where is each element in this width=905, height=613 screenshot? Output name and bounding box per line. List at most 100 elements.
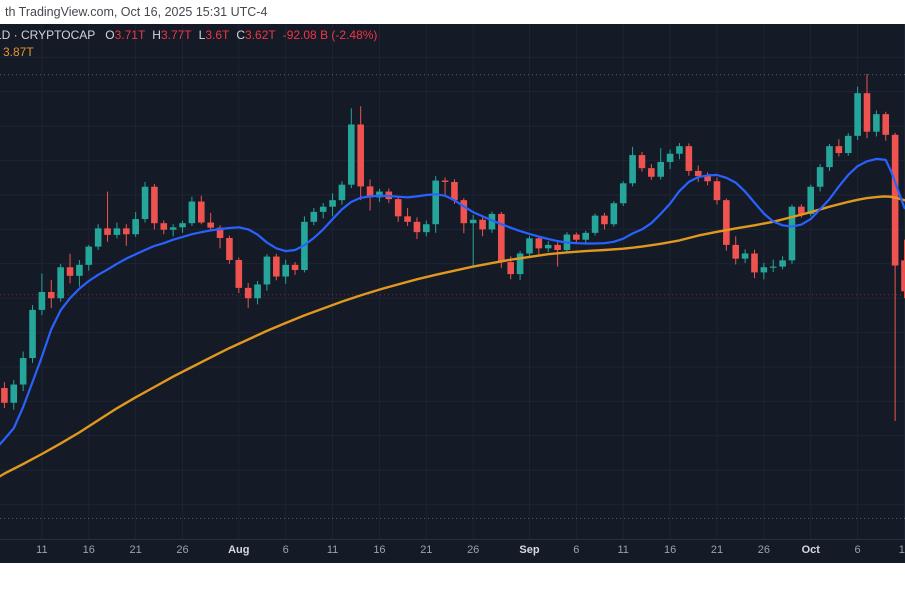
candle-body-sep-9 [601,215,608,225]
candle-body-oct-3 [826,146,833,168]
candle-body-aug-3 [254,284,261,299]
candle-body-jul-13 [57,267,64,299]
candle-body-sep-29 [788,206,796,261]
attribution-text: th TradingView.com, Oct 16, 2025 15:31 U… [5,5,268,19]
candle-body-sep-2 [535,238,543,249]
chart-area[interactable]: 1D · CRYPTOCAP O3.71T H3.77T L3.6T C3.62T -92… [0,24,905,539]
candle-body-sep-26 [760,267,768,273]
candle-body-oct-10 [891,134,899,266]
candle-body-aug-6 [282,264,289,277]
time-tick-16: 16 [373,544,386,556]
candle-body-jul-16 [85,246,93,265]
candle-body-aug-14 [357,124,364,187]
time-tick-sep: Sep [519,544,540,556]
time-tick-11: 11 [326,544,339,556]
footer-blank [0,563,905,613]
candle-body-sep-13 [638,155,646,169]
time-tick-21: 21 [420,544,433,556]
candle-body-jul-31 [226,238,233,261]
candle-body-aug-7 [291,264,299,270]
candle-body-aug-26 [469,219,477,224]
candle-body-sep-23 [732,244,740,259]
candlestick-chart[interactable] [0,24,905,539]
time-tick-26: 26 [467,544,480,556]
candle-body-sep-11 [619,183,627,204]
candle-body-jul-26 [179,223,186,228]
candle-body-aug-27 [479,219,486,230]
time-tick-oct: Oct [801,544,820,556]
candle-body-aug-9 [310,211,318,222]
candle-body-aug-30 [507,262,515,275]
candle-body-jul-10 [29,309,36,359]
candle-body-aug-1 [235,260,243,288]
time-tick-11: 11 [36,544,48,556]
candle-body-jul-14 [66,267,74,276]
time-tick-26: 26 [757,544,770,556]
candle-body-sep-7 [582,232,590,240]
candle-body-jul-19 [113,228,121,235]
candle-body-jul-9 [19,358,27,385]
time-axis[interactable]: 11 16 21 26 Aug 6 11 16 21 26 Sep 6 11 16 21 26 Oct 6 11 [0,539,905,563]
attribution-header: th TradingView.com, Oct 16, 2025 15:31 U… [0,0,905,24]
candle-body-sep-21 [713,181,721,201]
candle-body-oct-4 [835,146,843,154]
candle-body-jul-17 [94,228,102,247]
candle-body-aug-24 [451,181,458,201]
candle-body-sep-8 [591,215,599,233]
time-tick-aug: Aug [228,544,250,556]
candle-body-aug-25 [460,200,468,224]
candle-body-oct-7 [863,93,871,132]
candle-body-sep-4 [554,244,561,251]
time-tick-16: 16 [82,544,95,556]
candle-body-jul-27 [188,201,196,224]
candle-body-sep-1 [526,238,533,254]
candle-body-aug-11 [329,200,336,207]
candle-body-jul-29 [207,222,214,228]
candle-body-oct-8 [873,114,880,132]
candle-body-sep-27 [769,266,777,268]
candle-body-oct-6 [854,93,861,136]
candle-body-jul-25 [169,227,177,230]
candle-body-aug-18 [394,199,402,217]
candle-body-jul-30 [216,227,224,238]
candle-body-aug-5 [273,256,280,277]
candle-body-sep-18 [685,146,693,171]
candle-body-aug-20 [413,221,421,233]
candle-body-sep-12 [629,155,636,184]
candle-body-sep-15 [657,161,665,177]
candle-body-oct-1 [807,186,815,214]
candle-body-aug-2 [244,287,252,299]
candle-body-jul-22 [141,186,149,220]
candle-body-sep-17 [676,146,683,154]
candle-body-aug-22 [432,180,439,225]
candle-body-aug-29 [498,213,505,263]
candle-body-sep-22 [723,200,730,245]
candle-body-oct-9 [882,114,890,135]
ma-fast-line [0,157,905,446]
candle-body-aug-10 [319,206,327,212]
time-tick-6: 6 [573,544,580,556]
candle-body-jul-23 [151,186,158,224]
candle-body-aug-23 [441,180,449,182]
candle-body-sep-25 [751,253,758,273]
candle-body-jul-20 [122,228,130,235]
time-tick-6: 6 [282,544,289,556]
candle-body-aug-31 [516,253,524,275]
candle-body-aug-21 [423,224,430,233]
candle-body-sep-28 [779,260,786,267]
ma-slow-line [0,195,905,478]
time-tick-21: 21 [129,544,142,556]
candle-body-jul-11 [38,292,46,310]
candle-body-jul-7 [1,387,8,403]
candle-body-sep-3 [544,244,552,249]
candle-body-jul-12 [47,292,55,299]
candle-body-aug-4 [263,256,271,285]
candle-body-sep-24 [741,253,749,259]
candle-body-jul-15 [76,264,83,276]
candle-body-sep-19 [694,170,702,177]
candle-body-aug-16 [376,191,383,198]
candle-body-sep-16 [666,153,674,162]
candle-body-oct-5 [844,135,852,154]
candle-body-oct-11 [901,260,905,292]
